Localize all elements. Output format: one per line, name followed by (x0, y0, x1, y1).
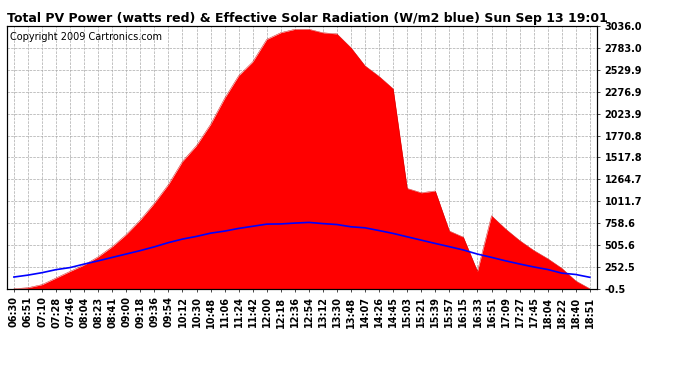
Text: Copyright 2009 Cartronics.com: Copyright 2009 Cartronics.com (10, 32, 162, 42)
Text: Total PV Power (watts red) & Effective Solar Radiation (W/m2 blue) Sun Sep 13 19: Total PV Power (watts red) & Effective S… (7, 12, 608, 25)
